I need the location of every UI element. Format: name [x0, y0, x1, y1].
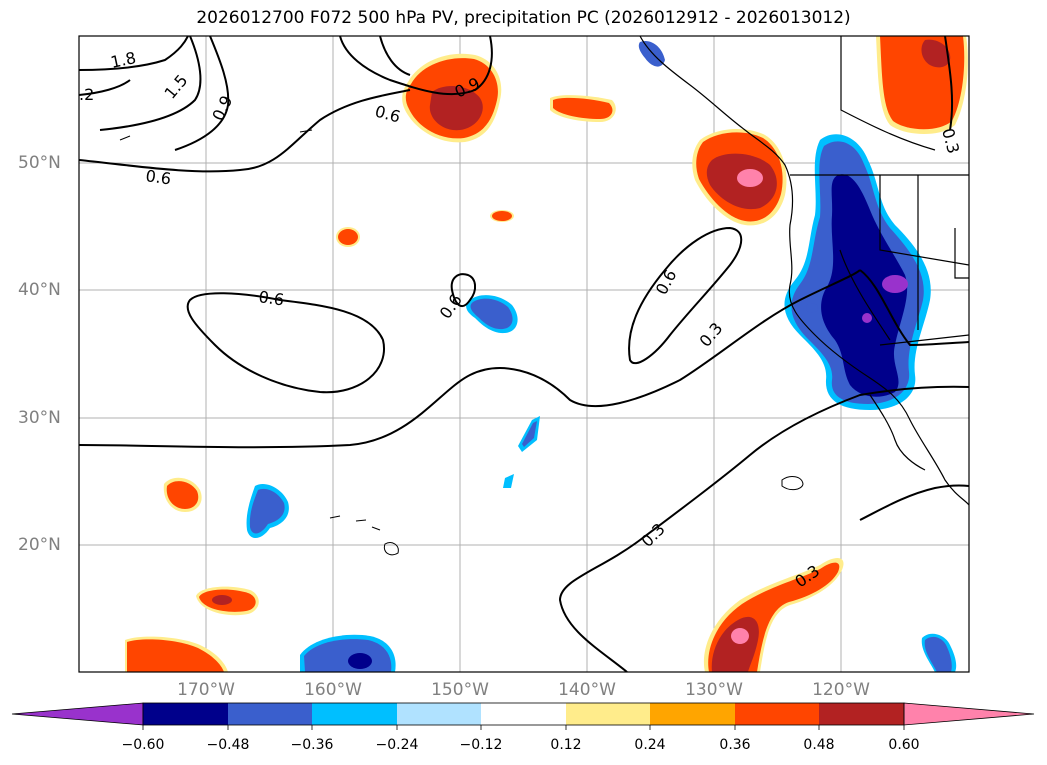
contour-0.3-east — [859, 269, 969, 347]
contour-0.3-upper — [79, 269, 861, 449]
colorbar-swatch — [735, 703, 819, 725]
longitude-label: 170°W — [177, 680, 235, 700]
longitude-label: 120°W — [812, 680, 870, 700]
contour-label: 0.6 — [257, 287, 285, 309]
contour-0.3-ne — [944, 36, 954, 131]
longitude-label: 160°W — [304, 680, 362, 700]
contour-0.9-b — [339, 36, 493, 96]
colorbar-tick-label: 0.48 — [803, 737, 835, 753]
aleutian-island-1 — [119, 135, 131, 141]
colorbar-tick-label: −0.24 — [375, 737, 419, 753]
coastlines — [639, 36, 969, 506]
map-frame — [78, 35, 970, 673]
contour-0.9 — [174, 36, 230, 151]
contour-label: 1.8 — [109, 48, 138, 72]
colorbar — [11, 702, 1035, 730]
contour-0.6-north — [79, 89, 411, 173]
colorbar-swatch — [228, 703, 312, 725]
state-border-4 — [839, 249, 891, 341]
contour-1.5 — [99, 36, 202, 131]
colorbar-tick-label: 0.36 — [719, 737, 751, 753]
colorbar-tick-label: 0.12 — [550, 737, 582, 753]
colorbar-swatch — [650, 703, 735, 725]
pv-contours — [79, 36, 969, 672]
colorbar-swatch — [819, 703, 904, 725]
colorbar-swatch — [481, 703, 566, 725]
contour-small-loop — [450, 273, 476, 308]
colorbar-tick-label: −0.12 — [459, 737, 503, 753]
contour-0.3-se — [859, 484, 969, 521]
latitude-label: 40°N — [18, 280, 61, 300]
contour-label: .2 — [79, 85, 94, 104]
longitude-label: 140°W — [558, 680, 616, 700]
colorbar-swatch — [312, 703, 397, 725]
hawaii-islands — [329, 515, 399, 556]
precip-positive-areas — [125, 36, 968, 672]
colorbar-swatch — [143, 703, 228, 725]
coastline-north-america — [639, 36, 969, 506]
colorbar-extend-high — [903, 702, 1035, 726]
border-us-mexico — [879, 334, 969, 346]
state-border-1 — [879, 175, 969, 266]
contour-label: 0.6 — [144, 166, 172, 188]
longitude-label: 150°W — [431, 680, 489, 700]
latitude-label: 20°N — [18, 535, 61, 555]
canada-interior-border — [840, 36, 936, 151]
map-title: 2026012700 F072 500 hPa PV, precipitatio… — [196, 8, 851, 28]
state-border-3 — [954, 228, 969, 279]
contour-0.6-b — [379, 36, 411, 76]
latitude-label: 50°N — [18, 153, 61, 173]
colorbar-extend-low — [11, 702, 144, 726]
contour-0.6-loop-east — [628, 226, 743, 365]
colorbar-swatch — [566, 703, 650, 725]
colorbar-outline — [142, 702, 905, 726]
contour-0.6-loop-west — [186, 292, 386, 394]
sea-island — [781, 476, 804, 491]
colorbar-tick-label: −0.48 — [206, 737, 250, 753]
contour-1.8 — [79, 36, 189, 71]
colorbar-swatch — [397, 703, 481, 725]
latitude-label: 30°N — [18, 408, 61, 428]
colorbar-tick-label: 0.24 — [634, 737, 666, 753]
colorbar-tick-label: −0.60 — [121, 737, 165, 753]
coastline-baja — [869, 394, 926, 471]
contour-2 — [79, 79, 131, 96]
longitude-label: 130°W — [685, 680, 743, 700]
colorbar-tick-label: −0.36 — [290, 737, 334, 753]
contour-0.3-lower — [558, 385, 969, 672]
colorbar-tick-label: 0.60 — [888, 737, 920, 753]
